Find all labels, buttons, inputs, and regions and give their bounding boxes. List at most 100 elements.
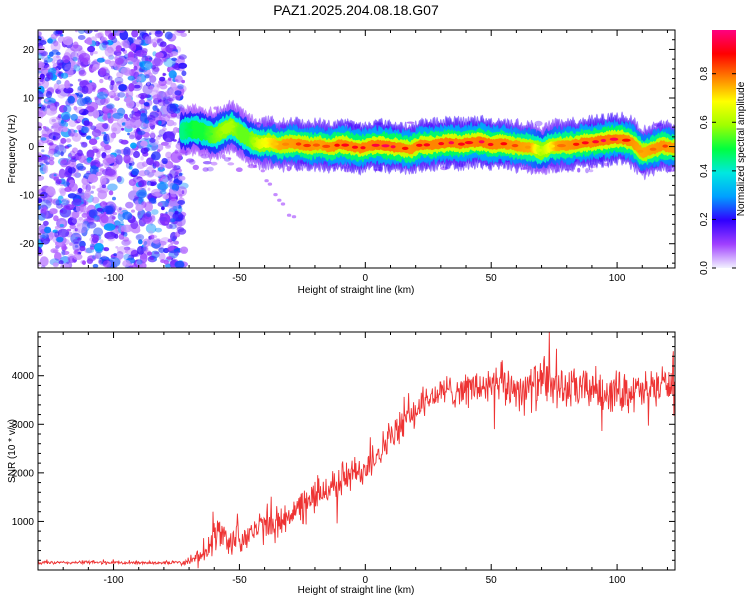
noise-blob bbox=[127, 97, 132, 102]
noise-blob bbox=[92, 197, 99, 204]
noise-blob bbox=[43, 206, 46, 210]
noise-blob bbox=[39, 163, 43, 166]
ridge-peak bbox=[557, 144, 566, 147]
noise-blob bbox=[99, 168, 104, 172]
noise-blob bbox=[168, 52, 173, 57]
ridge-peak bbox=[360, 146, 365, 149]
colorbar-tick-label: 0.0 bbox=[699, 261, 710, 275]
noise-blob bbox=[169, 223, 177, 229]
noise-blob bbox=[73, 199, 82, 206]
spectrogram-x-tick-label: 50 bbox=[486, 273, 498, 284]
ridge-peak bbox=[449, 141, 455, 144]
noise-blob bbox=[52, 60, 56, 63]
noise-blob bbox=[112, 197, 116, 201]
noise-blob bbox=[87, 102, 98, 111]
noise-blob bbox=[118, 28, 125, 33]
noise-blob bbox=[124, 114, 128, 119]
noise-blob bbox=[179, 173, 183, 176]
noise-blob bbox=[136, 234, 145, 241]
noise-blob bbox=[67, 229, 71, 231]
noise-blob bbox=[77, 61, 80, 66]
noise-blob bbox=[160, 166, 163, 170]
noise-blob bbox=[84, 190, 91, 199]
noise-blob bbox=[125, 248, 137, 255]
ridge-peak bbox=[592, 140, 599, 143]
noise-blob bbox=[112, 216, 116, 219]
noise-blob bbox=[83, 120, 89, 126]
spectrogram-x-tick-label: -100 bbox=[104, 273, 124, 284]
noise-blob bbox=[172, 165, 177, 171]
ridge-peak bbox=[271, 142, 279, 145]
noise-blob bbox=[77, 150, 83, 157]
noise-blob bbox=[159, 77, 165, 82]
noise-blob bbox=[167, 104, 178, 114]
noise-blob bbox=[175, 261, 185, 269]
noise-blob bbox=[136, 76, 141, 82]
noise-blob bbox=[136, 95, 141, 98]
noise-blob bbox=[97, 58, 105, 63]
noise-blob bbox=[101, 214, 109, 223]
noise-blob bbox=[98, 259, 107, 265]
ridge-peak bbox=[573, 143, 579, 146]
noise-blob bbox=[107, 133, 114, 143]
spectrogram-panel: -100 -50 0 50 100-20-1001020 Height of strai… bbox=[7, 26, 679, 296]
noise-blob bbox=[146, 166, 155, 177]
noise-blob bbox=[144, 137, 150, 140]
noise-blob bbox=[105, 169, 116, 176]
noise-blob bbox=[68, 167, 76, 174]
noise-blob bbox=[137, 162, 145, 169]
noise-blob bbox=[109, 190, 114, 195]
spectral-speck bbox=[273, 193, 277, 196]
noise-blob bbox=[182, 250, 185, 253]
spectral-speck bbox=[207, 167, 214, 172]
noise-blob bbox=[122, 237, 129, 242]
spectrogram-y-label: Frequency (Hz) bbox=[7, 115, 18, 184]
noise-blob bbox=[100, 176, 107, 186]
noise-blob bbox=[148, 120, 154, 126]
noise-blob bbox=[61, 112, 71, 120]
noise-blob bbox=[170, 190, 178, 198]
snr-y-tick-label: 4000 bbox=[12, 371, 35, 382]
noise-blob bbox=[148, 182, 151, 185]
noise-blob bbox=[104, 212, 107, 215]
noise-blob bbox=[92, 129, 101, 137]
noise-blob bbox=[59, 260, 64, 264]
noise-blob bbox=[121, 232, 125, 236]
noise-blob bbox=[151, 251, 160, 259]
noise-blob bbox=[129, 132, 137, 138]
noise-blob bbox=[100, 201, 106, 209]
figure: PAZ1.2025.204.08.18.G07 -100 -50 0 50 100-20… bbox=[0, 0, 750, 600]
noise-blob bbox=[178, 228, 187, 234]
noise-blob bbox=[162, 92, 168, 98]
noise-blob bbox=[117, 176, 124, 184]
noise-blob bbox=[152, 240, 159, 244]
spectral-speck bbox=[222, 154, 226, 159]
noise-blob bbox=[78, 35, 86, 40]
noise-blob bbox=[161, 176, 169, 182]
noise-blob bbox=[107, 184, 118, 191]
noise-blob bbox=[53, 136, 56, 140]
noise-blob bbox=[158, 135, 163, 138]
noise-blob bbox=[126, 262, 129, 265]
noise-blob bbox=[144, 241, 147, 245]
noise-blob bbox=[130, 43, 136, 51]
ridge-peak bbox=[488, 143, 494, 146]
colorbar-tick-label: 0.2 bbox=[699, 212, 710, 226]
noise-blob bbox=[61, 73, 68, 79]
noise-blob bbox=[121, 48, 125, 52]
snr-x-tick-label: -100 bbox=[104, 575, 124, 586]
ridge-peak bbox=[662, 145, 668, 148]
noise-blob bbox=[69, 224, 76, 229]
noise-blob bbox=[79, 204, 86, 213]
noise-blob bbox=[179, 169, 183, 172]
noise-blob bbox=[63, 36, 73, 45]
noise-blob bbox=[147, 82, 150, 86]
noise-blob bbox=[48, 189, 56, 196]
noise-blob bbox=[91, 186, 95, 189]
noise-blob bbox=[131, 30, 138, 38]
noise-blob bbox=[148, 231, 153, 235]
noise-blob bbox=[129, 179, 136, 186]
noise-blob bbox=[121, 128, 124, 131]
noise-blob bbox=[119, 207, 122, 211]
noise-blob bbox=[93, 51, 97, 54]
